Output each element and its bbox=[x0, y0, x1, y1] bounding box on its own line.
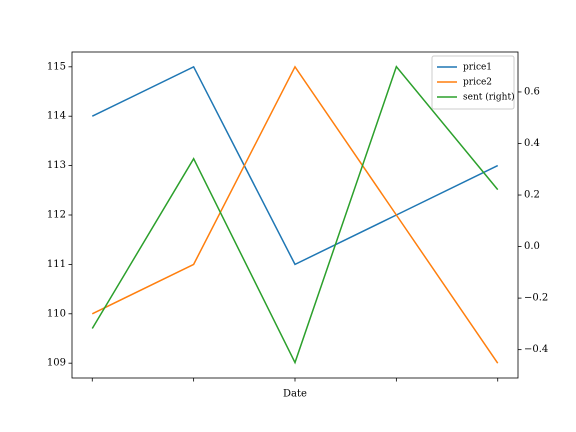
y-tick-label: 109 bbox=[47, 358, 66, 369]
y2-tick-label: 0.2 bbox=[524, 190, 540, 201]
legend-box bbox=[431, 55, 515, 110]
series-line bbox=[91, 65, 499, 365]
y2-tick-label: 0.6 bbox=[524, 86, 540, 97]
y-tick-label: 114 bbox=[47, 111, 66, 122]
legend-label: sent (right) bbox=[463, 92, 515, 103]
series-line bbox=[91, 65, 499, 364]
y2-tick-label: 0.4 bbox=[524, 138, 540, 149]
y-tick-label: 112 bbox=[47, 210, 66, 221]
series-line bbox=[91, 65, 499, 266]
y2-tick-label: −0.4 bbox=[524, 344, 548, 355]
y-tick-label: 110 bbox=[47, 308, 66, 319]
legend-label: price2 bbox=[463, 78, 492, 88]
y2-tick-label: 0.0 bbox=[524, 241, 540, 252]
y-tick-label: 115 bbox=[47, 61, 66, 72]
y2-tick-label: −0.2 bbox=[524, 293, 548, 304]
x-axis-label: Date bbox=[283, 389, 307, 400]
y-tick-label: 111 bbox=[47, 259, 66, 270]
y-tick-label: 113 bbox=[47, 160, 66, 171]
legend-label: price1 bbox=[463, 63, 492, 73]
